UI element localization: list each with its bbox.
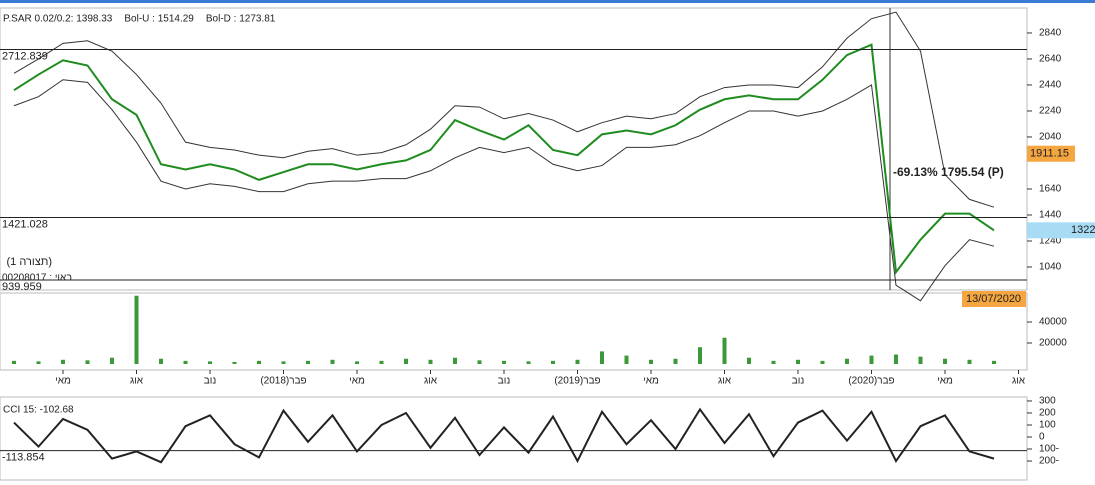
volume-bar: [502, 360, 506, 364]
volume-bar: [36, 361, 41, 364]
volume-bar: [820, 360, 825, 364]
h-line-label: 2712.839: [2, 50, 48, 62]
date-tag: [962, 291, 1026, 307]
annotation: -69.13% 1795.54 (P): [893, 165, 1004, 179]
volume-panel: [0, 292, 1028, 371]
volume-bar: [600, 351, 604, 364]
x-tick-label: מאי: [937, 376, 953, 387]
x-tick-label: אוג: [130, 376, 144, 387]
x-tick-label: נוב: [792, 376, 805, 387]
volume-bar: [673, 358, 678, 364]
legend-entry: Bol-U : 1514.29: [124, 14, 194, 25]
top-bar: [0, 0, 1095, 3]
h-line-label: 1421.028: [2, 218, 48, 230]
volume-bar: [134, 295, 139, 364]
volume-bar: [330, 359, 335, 364]
volume-bar: [12, 360, 16, 364]
x-tick-label: אוג: [1012, 376, 1026, 387]
x-tick-label: נוב: [204, 376, 217, 387]
volume-bar: [943, 358, 947, 364]
date-tag-label: 13/07/2020: [966, 293, 1021, 305]
volume-bar: [845, 358, 849, 364]
y-tick-label: 0: [1039, 432, 1045, 443]
x-tick-label: מאי: [55, 376, 71, 387]
legend-entry: P.SAR 0.02/0.2: 1398.33: [3, 14, 113, 25]
volume-bar: [61, 359, 65, 364]
price-tag-label: 1322: [1071, 224, 1095, 236]
line-series: [13, 43, 995, 275]
y-tick-label: 1640: [1039, 184, 1062, 195]
volume-bar: [257, 360, 261, 364]
line-series: [13, 11, 995, 208]
volume-bar: [918, 356, 923, 364]
volume-bar: [404, 358, 408, 364]
x-tick-label: פבר(2020): [848, 376, 894, 387]
x-tick-label: פבר(2019): [554, 376, 600, 387]
y-tick-label: 40000: [1039, 317, 1067, 328]
volume-bar: [281, 361, 286, 364]
h-line-label: 939.959: [2, 281, 42, 293]
y-tick-label: 200-: [1039, 456, 1059, 467]
volume-bar: [551, 360, 555, 364]
y-tick-label: 200: [1039, 408, 1056, 419]
price-tag: [1027, 145, 1075, 162]
volume-bar: [232, 361, 237, 364]
x-tick-label: אוג: [718, 376, 732, 387]
y-tick-label: 2040: [1039, 132, 1062, 143]
volume-bar: [428, 359, 433, 364]
price-tag-label: 1911.15: [1030, 148, 1069, 160]
y-tick-label: 300: [1039, 396, 1056, 407]
y-tick-label: 20000: [1039, 338, 1067, 349]
volume-bar: [967, 359, 972, 364]
volume-bar: [183, 360, 188, 364]
volume-bar: [453, 357, 457, 364]
y-tick-label: 1440: [1039, 210, 1062, 221]
volume-bar: [355, 361, 359, 364]
y-tick-label: 2840: [1039, 28, 1062, 39]
price-tag: [1027, 222, 1095, 239]
annotation: 00208017 : באוי: [2, 273, 72, 284]
x-tick-label: פבר(2018): [260, 376, 306, 387]
volume-bar: [771, 360, 776, 364]
volume-bar: [159, 358, 163, 364]
volume-bar: [110, 357, 114, 364]
volume-bar: [869, 355, 874, 364]
y-tick-label: 2240: [1039, 106, 1062, 117]
volume-bar: [477, 360, 482, 364]
y-tick-label: 100-: [1039, 444, 1059, 455]
volume-bar: [796, 359, 800, 364]
line-series: [13, 407, 995, 464]
legend-entry: Bol-D : 1273.81: [206, 14, 276, 25]
indicator-title: CCI 15: -102.68: [3, 405, 74, 416]
cci-panel: [0, 396, 1028, 481]
volume-bar: [575, 359, 580, 364]
y-tick-label: 1240: [1039, 236, 1062, 247]
annotation: (תצורה 1): [7, 256, 53, 268]
h-line-label: -113.854: [2, 452, 45, 464]
y-tick-label: 2640: [1039, 54, 1062, 65]
volume-bar: [624, 355, 629, 364]
x-tick-label: מאי: [349, 376, 365, 387]
volume-bar: [649, 359, 653, 364]
volume-bar: [747, 357, 751, 364]
y-tick-label: 100: [1039, 420, 1056, 431]
volume-bar: [698, 347, 702, 364]
volume-bar: [85, 360, 90, 364]
volume-bar: [992, 360, 996, 364]
volume-bar: [208, 361, 212, 364]
y-tick-label: 1040: [1039, 262, 1062, 273]
x-tick-label: נוב: [498, 376, 511, 387]
volume-bar: [894, 354, 898, 364]
x-tick-label: מאי: [643, 376, 659, 387]
volume-bar: [379, 360, 384, 364]
volume-bar: [722, 337, 727, 364]
volume-bar: [526, 361, 531, 364]
line-series: [13, 79, 995, 302]
y-tick-label: 2440: [1039, 80, 1062, 91]
x-tick-label: אוג: [424, 376, 438, 387]
volume-bar: [306, 360, 310, 364]
